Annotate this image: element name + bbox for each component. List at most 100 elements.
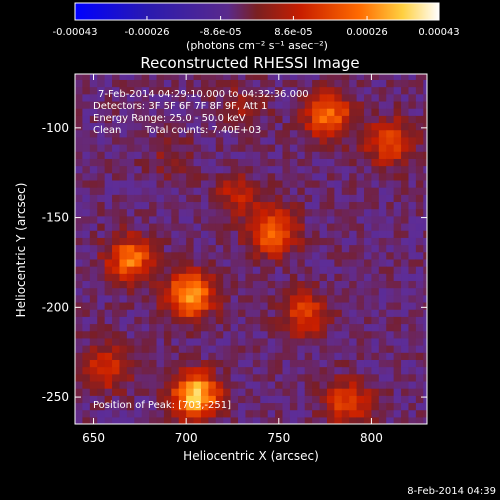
heatmap-cell bbox=[371, 201, 380, 210]
heatmap-cell bbox=[393, 172, 402, 181]
heatmap-cell bbox=[371, 244, 380, 253]
heatmap-cell bbox=[112, 280, 121, 289]
heatmap-cell bbox=[134, 115, 143, 124]
heatmap-cell bbox=[289, 309, 298, 317]
heatmap-cell bbox=[326, 165, 335, 174]
heatmap-cell bbox=[141, 316, 150, 325]
heatmap-cell bbox=[97, 79, 106, 88]
heatmap-cell bbox=[356, 79, 365, 88]
heatmap-cell bbox=[260, 402, 269, 411]
heatmap-cell bbox=[334, 215, 343, 224]
heatmap-cell bbox=[215, 144, 224, 152]
heatmap-cell bbox=[82, 280, 91, 289]
heatmap-cell bbox=[171, 409, 180, 418]
heatmap-cell bbox=[334, 409, 343, 418]
heatmap-cell bbox=[200, 301, 209, 310]
heatmap-cell bbox=[267, 258, 276, 267]
annotation-detectors: Detectors: 3F 5F 6F 7F 8F 9F, Att 1 bbox=[93, 101, 267, 112]
heatmap-cell bbox=[193, 115, 202, 124]
heatmap-cell bbox=[304, 165, 313, 174]
heatmap-cell bbox=[364, 273, 373, 282]
heatmap-cell bbox=[252, 395, 261, 404]
heatmap-cell bbox=[193, 273, 202, 282]
heatmap-cell bbox=[275, 359, 284, 368]
heatmap-cell bbox=[89, 194, 98, 203]
heatmap-cell bbox=[356, 158, 365, 167]
heatmap-cell bbox=[319, 352, 328, 360]
heatmap-cell bbox=[186, 144, 195, 152]
heatmap-cell bbox=[334, 172, 343, 181]
heatmap-cell bbox=[319, 337, 328, 346]
heatmap-cell bbox=[423, 136, 427, 145]
heatmap-cell bbox=[89, 129, 98, 138]
heatmap-cell bbox=[260, 74, 269, 80]
heatmap-cell bbox=[267, 395, 276, 404]
heatmap-cell bbox=[356, 352, 365, 360]
heatmap-cell bbox=[364, 237, 373, 246]
heatmap-cell bbox=[371, 294, 380, 303]
heatmap-cell bbox=[252, 158, 261, 167]
heatmap-cell bbox=[304, 409, 313, 418]
heatmap-cell bbox=[319, 373, 328, 382]
heatmap-cell bbox=[415, 244, 424, 253]
heatmap-cell bbox=[378, 222, 387, 231]
heatmap-cell bbox=[75, 258, 84, 267]
heatmap-cell bbox=[282, 230, 291, 238]
heatmap-cell bbox=[349, 222, 358, 231]
heatmap-cell bbox=[252, 230, 261, 238]
heatmap-cell bbox=[230, 316, 239, 325]
heatmap-cell bbox=[245, 258, 254, 267]
heatmap-cell bbox=[289, 294, 298, 303]
heatmap-cell bbox=[89, 151, 98, 159]
heatmap-cell bbox=[334, 194, 343, 203]
heatmap-cell bbox=[156, 395, 165, 404]
heatmap-cell bbox=[386, 395, 395, 404]
heatmap-cell bbox=[245, 251, 254, 260]
heatmap-cell bbox=[75, 158, 84, 167]
heatmap-cell bbox=[297, 187, 306, 195]
heatmap-cell bbox=[215, 208, 224, 217]
heatmap-cell bbox=[326, 416, 335, 424]
heatmap-cell bbox=[304, 395, 313, 404]
heatmap-cell bbox=[141, 251, 150, 260]
heatmap-cell bbox=[208, 86, 217, 95]
heatmap-cell bbox=[171, 373, 180, 382]
heatmap-cell bbox=[297, 100, 306, 109]
heatmap-cell bbox=[393, 237, 402, 246]
heatmap-cell bbox=[215, 165, 224, 174]
heatmap-cell bbox=[104, 158, 113, 167]
heatmap-cell bbox=[371, 144, 380, 152]
heatmap-cell bbox=[178, 108, 187, 116]
heatmap-cell bbox=[186, 330, 195, 339]
x-tick-label: 750 bbox=[267, 431, 290, 445]
heatmap-cell bbox=[97, 266, 106, 274]
heatmap-cell bbox=[193, 136, 202, 145]
heatmap-cell bbox=[200, 280, 209, 289]
heatmap-cell bbox=[171, 309, 180, 317]
heatmap-cell bbox=[82, 208, 91, 217]
heatmap-cell bbox=[119, 172, 128, 181]
heatmap-cell bbox=[319, 409, 328, 418]
heatmap-cell bbox=[126, 359, 135, 368]
heatmap-cell bbox=[156, 237, 165, 246]
heatmap-cell bbox=[89, 294, 98, 303]
heatmap-cell bbox=[193, 74, 202, 80]
heatmap-cell bbox=[178, 359, 187, 368]
heatmap-cell bbox=[349, 366, 358, 375]
heatmap-cell bbox=[341, 230, 350, 238]
heatmap-cell bbox=[230, 345, 239, 353]
heatmap-cell bbox=[393, 301, 402, 310]
heatmap-cell bbox=[119, 201, 128, 210]
heatmap-cell bbox=[75, 287, 84, 296]
heatmap-cell bbox=[75, 122, 84, 131]
heatmap-cell bbox=[230, 115, 239, 124]
heatmap-cell bbox=[260, 409, 269, 418]
heatmap-cell bbox=[386, 301, 395, 310]
heatmap-cell bbox=[267, 266, 276, 274]
heatmap-cell bbox=[149, 345, 158, 353]
heatmap-cell bbox=[126, 86, 135, 95]
heatmap-cell bbox=[149, 93, 158, 102]
heatmap-cell bbox=[245, 337, 254, 346]
heatmap-cell bbox=[82, 93, 91, 102]
heatmap-cell bbox=[238, 237, 247, 246]
